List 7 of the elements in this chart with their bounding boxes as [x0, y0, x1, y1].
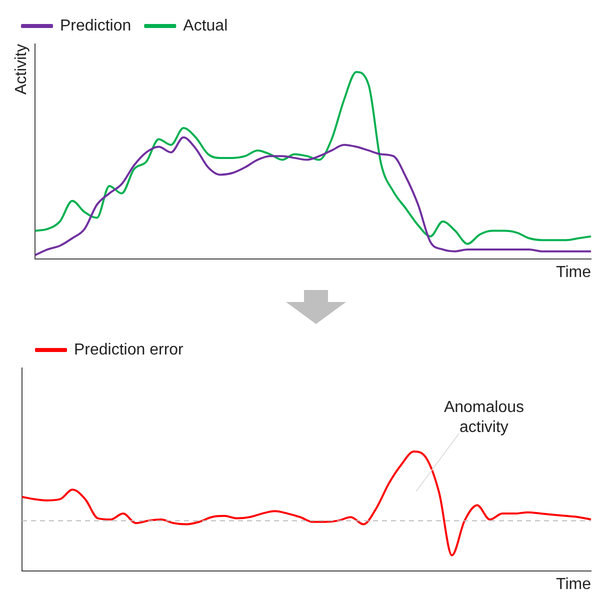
x-axis-title: Time — [556, 264, 592, 281]
x-axis-title: Time — [556, 576, 592, 593]
text: Anomalous activity — [444, 398, 524, 436]
legend-label: Actual — [183, 17, 228, 34]
y-axis-title: Activity — [13, 44, 30, 95]
legend-label: Prediction — [60, 17, 132, 34]
legend-label: Prediction error — [74, 341, 184, 358]
